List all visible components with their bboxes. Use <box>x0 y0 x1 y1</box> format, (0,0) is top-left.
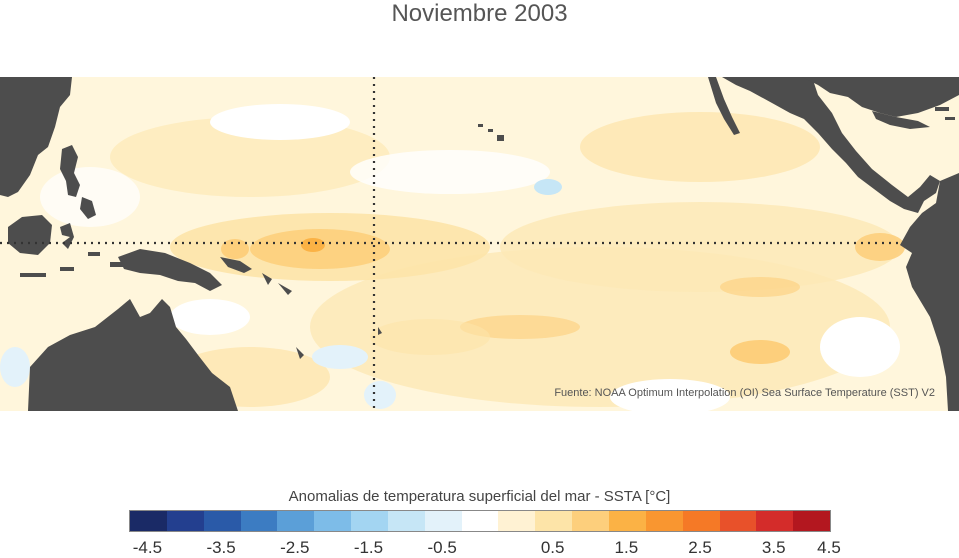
colorbar <box>129 510 831 532</box>
cool-patch <box>534 179 562 195</box>
colorbar-tick-label: 0.5 <box>540 538 565 557</box>
colorbar-ticks: -4.5 -3.5 -2.5 -1.5 -0.5 0.5 1.5 2.5 3.5 4.5 <box>129 538 841 558</box>
anomaly-patches <box>0 104 905 411</box>
neutral-patch <box>40 167 140 227</box>
colorbar-swatch <box>240 511 278 531</box>
colorbar-tick-label: 1.5 <box>614 538 639 557</box>
colorbar-swatch <box>424 511 462 531</box>
colorbar-swatch <box>387 511 425 531</box>
cool-patch <box>312 345 368 369</box>
island <box>20 273 46 277</box>
borneo <box>8 215 52 255</box>
australia <box>28 299 238 411</box>
mindanao <box>80 197 96 219</box>
data-source-note: Fuente: NOAA Optimum Interpolation (OI) … <box>554 387 935 399</box>
warm-core <box>301 238 325 252</box>
island <box>60 267 74 271</box>
colorbar-swatch <box>535 511 573 531</box>
colorbar-swatch <box>351 511 388 531</box>
warm-patch <box>580 112 820 182</box>
colorbar-label: Anomalias de temperatura superficial del… <box>288 488 671 505</box>
mexico-central-america <box>722 77 940 213</box>
colorbar-swatch <box>793 511 831 531</box>
hawaii-island <box>478 124 483 127</box>
warm-patch <box>855 233 905 261</box>
warm-patch <box>500 202 900 292</box>
colorbar-tick-label: 4.5 <box>817 538 841 557</box>
hawaii-island <box>488 129 493 132</box>
colorbar-swatch <box>572 511 609 531</box>
solomon-islands <box>262 273 272 285</box>
caribbean-island <box>935 107 949 111</box>
map-title: Noviembre 2003 <box>391 0 568 27</box>
warm-patch <box>730 340 790 364</box>
colorbar-swatch <box>130 511 167 531</box>
colorbar-swatch <box>498 511 536 531</box>
neutral-patch <box>170 299 250 335</box>
warm-patch <box>370 319 490 355</box>
land-masses <box>0 77 959 411</box>
colorbar-swatch <box>682 511 720 531</box>
north-america <box>802 77 959 117</box>
island <box>296 347 304 359</box>
colorbar-swatch <box>314 511 352 531</box>
colorbar-swatch <box>608 511 646 531</box>
south-america <box>900 173 959 411</box>
colorbar-swatch <box>719 511 757 531</box>
asia-landmass <box>0 77 72 197</box>
colorbar-swatch <box>277 511 315 531</box>
colorbar-tick-label: 2.5 <box>688 538 712 557</box>
warm-patch <box>110 117 390 197</box>
cool-patch <box>364 381 396 409</box>
baja-california <box>708 77 740 135</box>
neutral-patch <box>350 150 550 194</box>
philippines <box>60 145 80 197</box>
new-guinea <box>118 249 222 291</box>
warm-patch <box>221 239 249 259</box>
island <box>88 252 100 256</box>
island <box>110 262 128 267</box>
warm-patch <box>460 315 580 339</box>
solomon-islands <box>278 283 292 295</box>
colorbar-tick-label: -4.5 <box>132 538 163 557</box>
colorbar-tick-label: -1.5 <box>353 538 384 557</box>
colorbar-swatch <box>756 511 794 531</box>
neutral-patch <box>210 104 350 140</box>
warm-patch <box>720 277 800 297</box>
hawaii-island <box>497 135 504 141</box>
cool-patch <box>0 347 30 387</box>
colorbar-swatch <box>461 511 499 531</box>
neutral-patch <box>820 317 900 377</box>
new-britain <box>220 257 252 273</box>
colorbar-swatch <box>166 511 204 531</box>
island <box>378 327 382 335</box>
colorbar-tick-label: 3.5 <box>761 538 786 557</box>
colorbar-tick-label: -0.5 <box>427 538 457 557</box>
caribbean-island <box>945 117 955 120</box>
colorbar-tick-label: -2.5 <box>280 538 310 557</box>
colorbar-swatch <box>645 511 683 531</box>
cuba <box>872 111 930 129</box>
neutral-patch <box>610 379 730 411</box>
ssta-map <box>0 77 959 411</box>
colorbar-tick-label: -3.5 <box>206 538 236 557</box>
colorbar-swatch <box>203 511 241 531</box>
